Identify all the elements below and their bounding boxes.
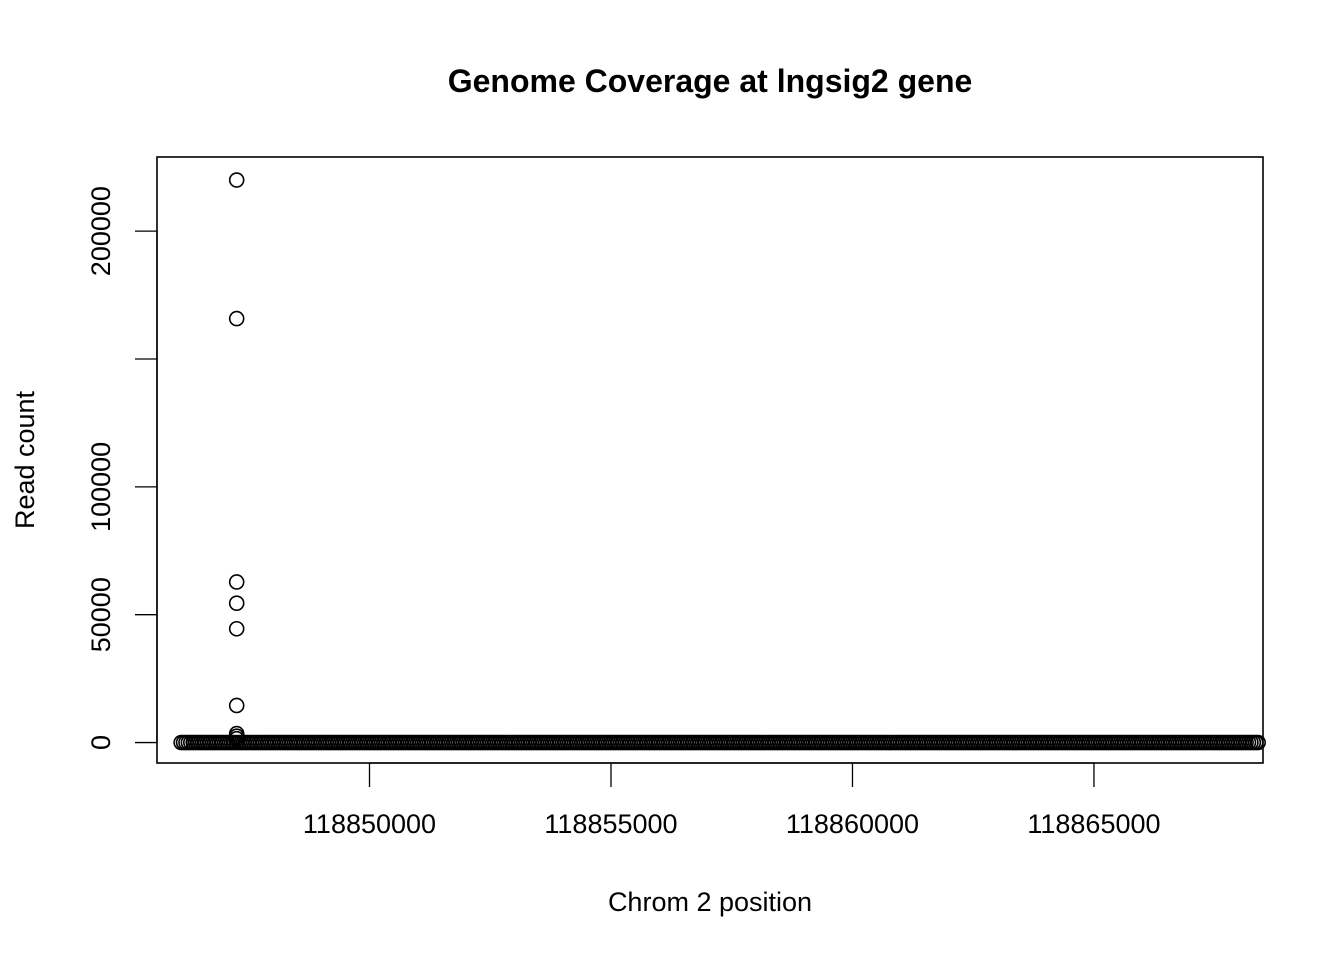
x-axis: 118850000 118855000 118860000 118865000: [303, 762, 1161, 839]
x-tick-label: 118860000: [786, 809, 919, 839]
data-point: [228, 730, 245, 747]
y-tick-label: 0: [86, 735, 116, 750]
y-tick-label: 50000: [86, 577, 116, 652]
x-tick-label: 118855000: [544, 809, 677, 839]
x-tick-label: 118865000: [1027, 809, 1160, 839]
data-point: [228, 595, 245, 611]
plot-frame: [156, 156, 1264, 764]
data-point: [228, 697, 245, 714]
y-tick-label: 100000: [86, 442, 116, 532]
x-axis-label: Chrom 2 position: [608, 887, 812, 917]
data-point: [228, 620, 245, 637]
data-point: [228, 172, 245, 188]
y-axis-label: Read count: [10, 390, 40, 529]
data-point: [1250, 734, 1266, 751]
y-axis: 0 50000 100000 200000: [86, 186, 158, 750]
data-points: [173, 172, 1266, 751]
chart-title: Genome Coverage at lngsig2 gene: [448, 63, 973, 99]
data-point: [228, 310, 245, 327]
y-tick-label: 200000: [86, 186, 116, 276]
x-tick-label: 118850000: [303, 809, 436, 839]
data-point: [228, 574, 245, 590]
